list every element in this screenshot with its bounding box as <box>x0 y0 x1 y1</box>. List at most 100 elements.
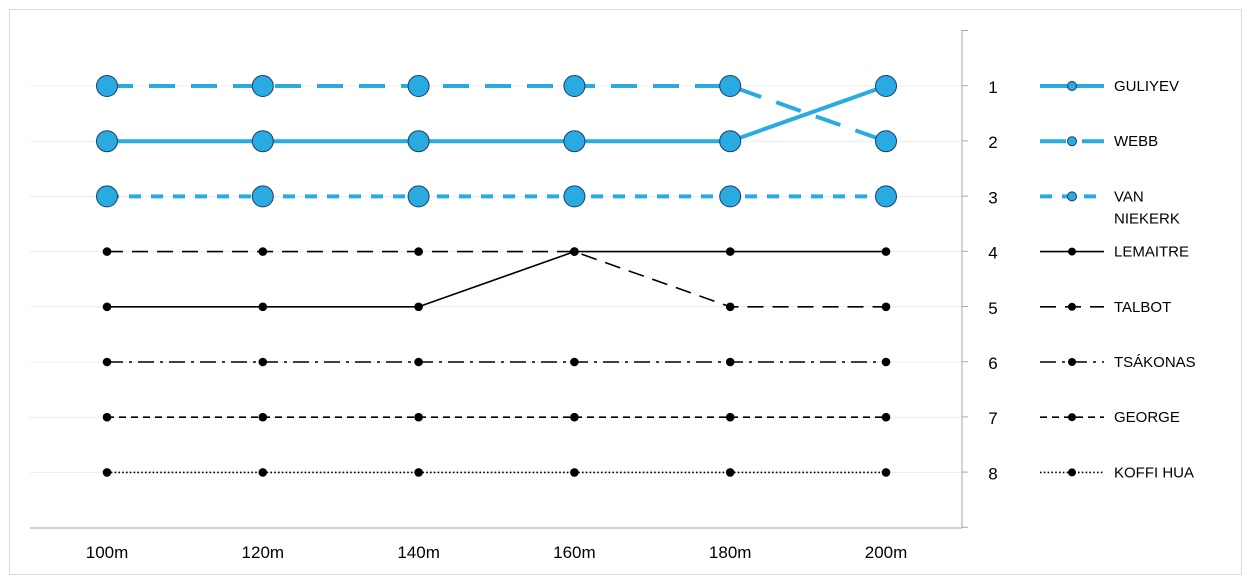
data-point <box>258 302 268 312</box>
data-point <box>725 412 735 422</box>
legend-label: GULIYEV <box>1114 78 1179 95</box>
data-point <box>258 357 268 367</box>
legend-marker <box>1068 247 1076 256</box>
x-tick-labels: 100m 120m 140m 160m 180m 200m <box>86 543 908 562</box>
data-point <box>719 130 742 153</box>
x-tick-label: 180m <box>709 543 752 562</box>
data-point <box>407 185 430 208</box>
series-line <box>107 84 887 144</box>
data-point <box>570 468 579 477</box>
data-point <box>251 130 274 153</box>
y-tick-label: 1 <box>988 78 997 97</box>
x-tick-label: 120m <box>242 543 285 562</box>
data-point <box>570 247 579 256</box>
legend-item: LEMAITRE <box>1040 244 1189 261</box>
data-point <box>258 247 268 256</box>
data-point <box>719 75 742 97</box>
data-point <box>102 302 112 312</box>
series-van-niekerk <box>96 185 897 208</box>
legend-marker <box>1068 413 1076 422</box>
y-tick-labels: 1 2 3 4 5 6 7 8 <box>988 78 997 483</box>
data-point <box>407 130 430 153</box>
legend-item: GEORGE <box>1040 409 1180 426</box>
x-tick-label: 100m <box>86 543 129 562</box>
data-point <box>102 357 112 367</box>
series-line <box>107 250 886 308</box>
data-point <box>570 357 579 367</box>
y-tick-label: 4 <box>988 244 997 263</box>
legend-item: TSÁKONAS <box>1040 354 1196 371</box>
data-point <box>102 412 112 422</box>
x-tick-label: 160m <box>553 543 596 562</box>
legend-marker <box>1067 81 1077 91</box>
data-point <box>414 357 423 367</box>
data-point <box>875 185 897 208</box>
y-tick-label: 3 <box>988 188 997 207</box>
data-point <box>881 302 891 312</box>
data-point <box>881 468 891 477</box>
legend-label: LEMAITRE <box>1114 244 1189 261</box>
legend-marker <box>1068 302 1076 311</box>
data-point <box>414 412 423 422</box>
data-point <box>96 185 118 208</box>
data-point <box>563 75 586 97</box>
legend-item: KOFFI HUA <box>1040 464 1194 481</box>
data-point <box>407 75 430 97</box>
legend-item: VAN NIEKERK <box>1040 188 1180 227</box>
legend-item: GULIYEV <box>1040 78 1179 95</box>
x-tick-label: 140m <box>397 543 440 562</box>
data-point <box>251 75 274 97</box>
legend-label: TSÁKONAS <box>1114 354 1196 371</box>
legend-marker <box>1067 191 1077 202</box>
legend-label: TALBOT <box>1114 299 1171 316</box>
legend-label: KOFFI HUA <box>1114 464 1194 481</box>
legend: GULIYEV WEBB VAN NIEKERK LEMAITRE TALBOT TSÁKO… <box>1040 78 1196 481</box>
data-point <box>102 468 112 477</box>
x-tick-label: 200m <box>865 543 908 562</box>
series-webb <box>96 75 897 153</box>
data-point <box>881 357 891 367</box>
series-lines <box>96 75 897 477</box>
data-point <box>875 75 897 97</box>
data-point <box>414 302 423 312</box>
data-point <box>725 468 735 477</box>
data-point <box>563 185 586 208</box>
data-point <box>875 130 897 153</box>
data-point <box>725 357 735 367</box>
axes <box>30 30 968 529</box>
series-line <box>107 84 887 144</box>
legend-marker <box>1068 358 1076 366</box>
legend-marker <box>1067 136 1077 147</box>
y-tick-label: 2 <box>988 133 997 152</box>
data-point <box>881 412 891 422</box>
data-point <box>881 247 891 256</box>
legend-item: TALBOT <box>1040 299 1171 316</box>
data-point <box>102 247 112 256</box>
legend-label: WEBB <box>1114 133 1158 150</box>
series-line <box>107 250 886 308</box>
data-point <box>725 247 735 256</box>
data-point <box>725 302 735 312</box>
series-guliyev <box>96 75 897 153</box>
data-point <box>258 412 268 422</box>
data-point <box>251 185 274 208</box>
y-tick-label: 8 <box>988 464 997 483</box>
data-point <box>563 130 586 153</box>
y-tick-label: 6 <box>988 354 997 373</box>
data-point <box>414 247 423 256</box>
legend-item: WEBB <box>1040 133 1158 150</box>
series-lemaitre <box>102 247 891 312</box>
series-george <box>102 412 891 422</box>
legend-marker <box>1068 468 1076 477</box>
y-tick-label: 5 <box>988 299 997 318</box>
data-point <box>258 468 268 477</box>
series-tsákonas <box>102 357 891 367</box>
y-tick-label: 7 <box>988 409 997 428</box>
series-koffi-hua <box>102 468 891 477</box>
data-point <box>96 75 118 97</box>
chart-frame <box>9 9 1242 575</box>
data-point <box>570 412 579 422</box>
legend-label: VAN NIEKERK <box>1114 188 1180 227</box>
data-point <box>96 130 118 153</box>
